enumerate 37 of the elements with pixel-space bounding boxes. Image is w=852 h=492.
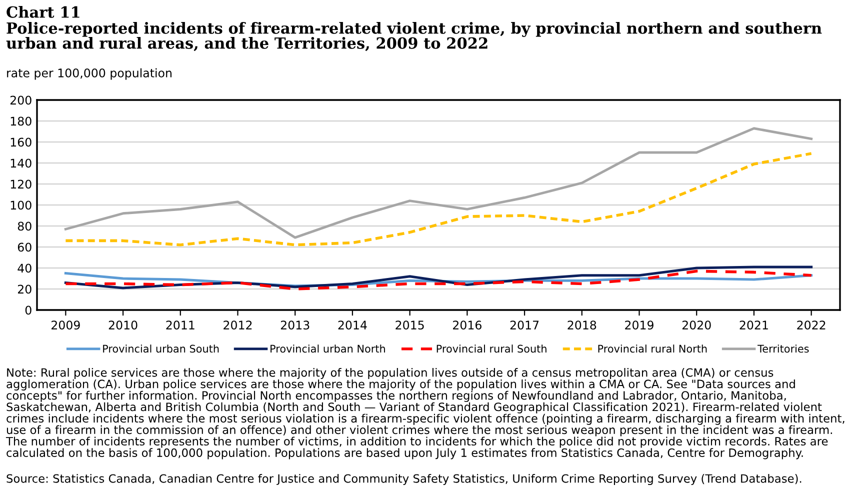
x-tick-label: 2014	[338, 320, 367, 330]
legend-label: Provincial urban South	[103, 344, 219, 353]
legend-label: Provincial urban North	[270, 344, 385, 353]
y-tick-label: 20	[18, 284, 32, 294]
x-tick-label: 2017	[510, 320, 539, 330]
y-tick-label: 120	[10, 180, 32, 189]
y-tick-label: 100	[10, 200, 32, 210]
line-series	[64, 152, 813, 246]
text: Note: Rural police services are those where the majority of the population lives outside of a census metropolitan area (CMA) or census agglomeration (CA). Urban police services are those where the majority of the population lives within a CMA or CA. See "Data sources and concepts" for further information. Provincial North encompasses the northern regions of Newfoundland and Labrador, Ontario, Manitoba, Saskatchewan, Alberta and British Columbia (North and South — Variant of Standard Geographical Classification 2021). Firearm-related violent crimes include incidents where the most serious violation is a firearm-specific violent offence (pointing a firearm, discharging a firearm with intent, use of a firearm in the commission of an offence) and other violent crimes where the most serious weapon present in the incident was a firearm. The number of incidents represents the number of victims, in addition to incidents for which the police did not provide victim records. Rates are calculated on the basis of 100,000 population. Populations are based upon July 1 estimates from Statistics Canada, Centre for Demography.	[6, 368, 844, 460]
chart-title: Chart 11	[6, 6, 80, 18]
source-note: Source: Statistics Canada, Canadian Centre for Justice and Community Safety Statistics, Uniform Crime Reporting Survey (Trend Database).	[6, 474, 802, 486]
y-tick-label: 200	[10, 96, 32, 105]
y-axis-title: rate per 100,000 population	[7, 68, 172, 80]
x-tick-label: 2016	[453, 320, 482, 330]
x-tick-label: 2021	[740, 320, 768, 330]
x-tick-label: 2022	[797, 320, 826, 330]
legend-label: Territories	[758, 344, 809, 353]
x-tick-label: 2020	[682, 320, 711, 330]
y-tick-label: 60	[18, 242, 32, 252]
x-tick-label: 2013	[280, 320, 310, 330]
y-tick-label: 180	[10, 116, 32, 126]
y-tick-label: 0	[25, 306, 32, 315]
legend-label: Provincial rural South	[436, 344, 546, 353]
y-tick-label: 80	[18, 222, 32, 231]
y-tick-label: 40	[18, 264, 32, 273]
x-tick-label: 2010	[108, 320, 138, 330]
x-tick-label: 2019	[625, 320, 654, 330]
line-series	[64, 127, 813, 239]
x-tick-label: 2018	[568, 320, 596, 330]
chart-subtitle: Police-reported incidents of firearm-related violent crime, by provincial northern and southern urban and rural areas, and the Territories, 2009 to 2022	[6, 22, 822, 52]
x-tick-label: 2009	[52, 320, 80, 330]
x-tick-label: 2015	[396, 320, 424, 330]
x-tick-label: 2011	[166, 320, 194, 330]
y-tick-label: 160	[10, 138, 32, 147]
x-tick-label: 2012	[224, 320, 252, 330]
y-tick-label: 140	[10, 158, 32, 168]
legend-label: Provincial rural North	[598, 344, 707, 353]
